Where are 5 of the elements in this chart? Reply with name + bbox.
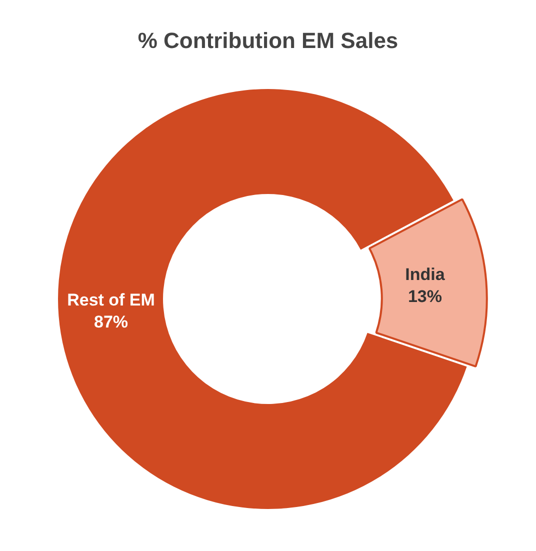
slice-label: Rest of EM [67,290,155,310]
data-label: 13% [408,287,442,306]
data-label: 87% [94,312,128,332]
slice-label: India [405,265,446,284]
chart-title: % Contribution EM Sales [136,27,400,55]
